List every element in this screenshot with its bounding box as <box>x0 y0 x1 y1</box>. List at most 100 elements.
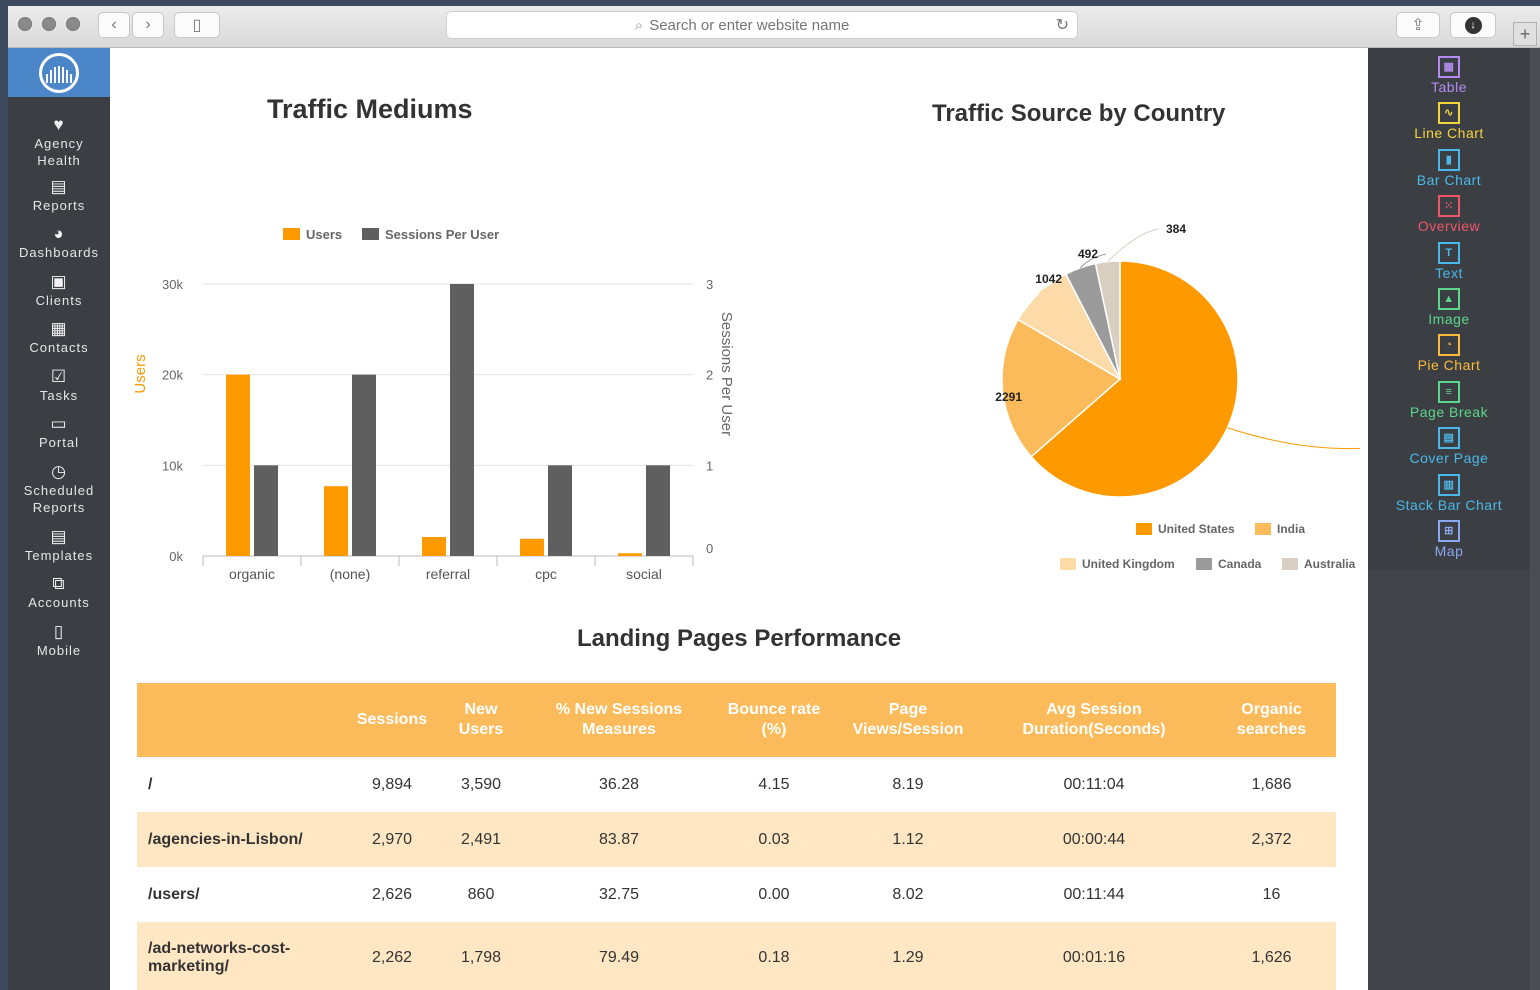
widget-label: Cover Page <box>1409 450 1489 467</box>
sidebar-item-accounts[interactable]: ⧉ Accounts <box>8 574 110 611</box>
contacts-icon: ▦ <box>50 319 68 338</box>
metric-cell: 79.49 <box>525 922 713 990</box>
new-tab-button[interactable]: + <box>1513 22 1537 46</box>
map-icon: ⊞ <box>1438 520 1460 542</box>
metric-cell: 36.28 <box>598 775 640 793</box>
template-icon: ▤ <box>50 527 68 546</box>
y2-tick-label: 1 <box>706 458 713 473</box>
sidebar-item-label: Mobile <box>36 643 82 658</box>
widget-table[interactable]: ▦ Table <box>1368 56 1530 95</box>
metric-cell: 1.29 <box>835 922 981 990</box>
column-header[interactable] <box>137 683 347 757</box>
y2-tick-label: 3 <box>706 277 713 292</box>
metric-cell: 9,894 <box>371 775 413 793</box>
widget-cover-page[interactable]: ▤ Cover Page <box>1368 427 1530 466</box>
traffic-country-chart: 734022911042492384United StatesIndiaUnit… <box>995 222 1360 571</box>
sidebar-item-label: Dashboards <box>18 245 100 260</box>
metric-cell: 860 <box>467 885 495 903</box>
metric-cell: 16 <box>1262 885 1281 903</box>
sidebar-item-contacts[interactable]: ▦ Contacts <box>8 319 110 356</box>
column-header[interactable]: Bounce rate (%) <box>713 683 835 757</box>
widget-label: Map <box>1434 543 1464 559</box>
chevron-left-icon: ‹ <box>111 16 117 33</box>
traffic-mediums-chart: 0k 10k 20k 30k 0 1 2 3 organic (none) referral cpc s… <box>132 227 735 582</box>
logo-icon <box>39 52 79 93</box>
sidebar-item-label: Accounts <box>28 595 90 610</box>
widget-overview[interactable]: ⁙ Overview <box>1368 195 1530 234</box>
pie-value-label: 384 <box>1166 222 1186 236</box>
legend-swatch-users <box>283 228 300 240</box>
column-header[interactable]: Organic searches <box>1207 683 1336 757</box>
widget-map[interactable]: ⊞ Map <box>1368 520 1530 559</box>
clock-icon: ◷ <box>51 462 67 481</box>
widget-page-break[interactable]: ≡ Page Break <box>1368 380 1530 420</box>
metric-cell: 1.12 <box>835 812 981 867</box>
sidebar-item-templates[interactable]: ▤ Templates <box>8 527 110 564</box>
sidebar-item-scheduled-reports[interactable]: ◷ Scheduled Reports <box>8 462 110 516</box>
widget-pie-chart[interactable]: ◔ Pie Chart <box>1368 334 1530 373</box>
downloads-button[interactable]: ↓ <box>1450 12 1496 38</box>
y-axis-title: Users <box>132 354 149 393</box>
legend-label: United States <box>1158 522 1235 536</box>
page-path-cell: / <box>148 775 153 793</box>
widget-stack-bar-chart[interactable]: ▥ Stack Bar Chart <box>1368 473 1530 513</box>
table-row: /ad-networks-cost-marketing/2,262 1,798 79… <box>137 922 1336 990</box>
forward-button[interactable]: › <box>132 12 164 38</box>
sidebar-item-clients[interactable]: ▣ Clients <box>8 272 110 309</box>
page-path-cell: /users/ <box>148 885 200 903</box>
column-header[interactable]: Avg Session Duration(Seconds) <box>981 683 1207 757</box>
widget-label: Bar Chart <box>1416 171 1482 188</box>
sidebar-item-mobile[interactable]: ▯ Mobile <box>8 622 110 659</box>
column-header[interactable]: Sessions <box>347 683 437 757</box>
widget-line-chart[interactable]: ∿ Line Chart <box>1368 102 1530 141</box>
sidebar-item-label: Templates <box>24 548 94 563</box>
close-window-button[interactable] <box>18 17 32 31</box>
metric-cell: 1,626 <box>1207 922 1336 990</box>
legend-label: Australia <box>1304 557 1356 571</box>
table-row: / 9,894 3,590 36.28 4.15 8.19 00:11:04 1,686 <box>137 757 1336 812</box>
app-logo[interactable] <box>8 48 110 97</box>
table-row: /agencies-in-Lisbon/2,970 2,491 83.87 0.03 1… <box>137 812 1336 867</box>
table-icon: ▦ <box>1438 56 1460 78</box>
cover-page-icon: ▤ <box>1438 427 1460 450</box>
column-header[interactable]: New Users <box>437 683 525 757</box>
sidebar-item-label: Clients <box>35 293 83 308</box>
widget-bar-chart[interactable]: ▮ Bar Chart <box>1368 148 1530 188</box>
pie-value-label: 2291 <box>995 390 1022 404</box>
reload-icon[interactable]: ↻ <box>1055 17 1069 34</box>
x-tick-label: organic <box>229 566 275 582</box>
sidebar-item-reports[interactable]: ▤ Reports <box>8 177 110 214</box>
metric-cell: 83.87 <box>525 812 713 867</box>
bar-users <box>618 553 642 556</box>
share-button[interactable]: ⇪ <box>1396 12 1440 38</box>
metric-cell: 0.03 <box>713 812 835 867</box>
column-header[interactable]: % New Sessions Measures <box>525 683 713 757</box>
sidebar-item-agency-health[interactable]: ♥ Agency Health <box>8 115 110 169</box>
back-button[interactable]: ‹ <box>98 12 130 38</box>
column-header[interactable]: Page Views/Session <box>835 683 981 757</box>
address-input[interactable] <box>649 16 890 34</box>
widget-text[interactable]: T Text <box>1368 241 1530 281</box>
minimize-window-button[interactable] <box>42 17 56 31</box>
metric-cell: 00:11:44 <box>1063 885 1125 903</box>
pie-leader-line <box>1002 389 1031 399</box>
sidebar-item-label: Reports <box>32 198 86 213</box>
image-icon: ▲ <box>1438 288 1460 310</box>
scrollbar[interactable] <box>1530 48 1540 990</box>
legend-swatch <box>1282 558 1298 570</box>
address-bar[interactable]: ⌕ ↻ <box>446 11 1078 39</box>
sidebar-item-dashboards[interactable]: ◕ Dashboards <box>8 224 110 261</box>
x-tick-label: social <box>626 566 662 582</box>
sidebar-item-tasks[interactable]: ☑ Tasks <box>8 367 110 404</box>
pie-icon: ◕ <box>53 224 65 243</box>
sidebar-item-portal[interactable]: ▭ Portal <box>8 414 110 451</box>
search-icon: ⌕ <box>634 16 644 34</box>
sidebar-icon: ▯ <box>192 17 202 34</box>
y2-tick-label: 0 <box>706 541 713 556</box>
zoom-window-button[interactable] <box>66 17 80 31</box>
share-icon: ⇪ <box>1411 17 1425 34</box>
sidebar-toggle-button[interactable]: ▯ <box>174 12 220 38</box>
metric-cell: 3,590 <box>460 775 502 793</box>
widget-image[interactable]: ▲ Image <box>1368 288 1530 327</box>
x-tick-label: cpc <box>535 566 557 582</box>
